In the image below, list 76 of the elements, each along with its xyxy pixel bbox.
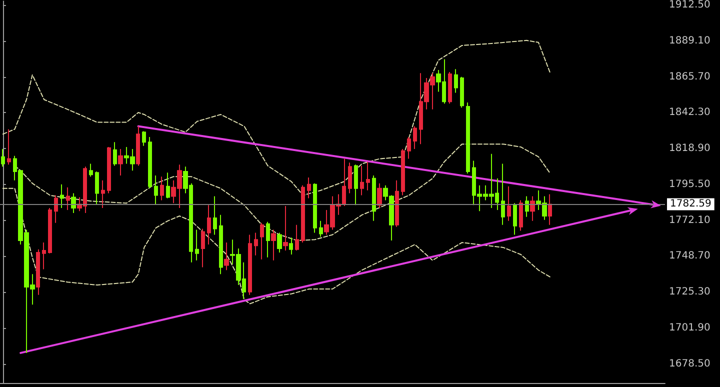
candlestick [248, 234, 252, 296]
candlestick [224, 242, 229, 271]
candlestick [507, 186, 511, 222]
candlestick [271, 229, 276, 261]
y-tick-label: 1678.50 [669, 358, 710, 370]
candlestick [89, 163, 93, 178]
candlestick [519, 200, 523, 232]
candlestick [136, 126, 140, 166]
candlestick [148, 136, 152, 189]
candlestick [1, 148, 5, 168]
candlestick [60, 184, 64, 209]
candlestick [366, 161, 370, 191]
y-tick-label: 1842.30 [669, 107, 710, 118]
candlestick [501, 163, 505, 226]
candlestick [289, 237, 293, 255]
candlestick [460, 76, 464, 108]
candlestick [201, 228, 205, 268]
candlestick [360, 165, 364, 196]
candlestick [254, 232, 258, 256]
candlestick [207, 204, 211, 246]
candlestick [266, 221, 270, 258]
candlestick [7, 128, 11, 166]
y-tick-label: 1889.10 [669, 35, 710, 46]
candlestick [401, 148, 405, 196]
y-tick-label: 1818.90 [669, 143, 710, 154]
candlestick [66, 186, 70, 211]
candlestick [413, 126, 417, 150]
candlestick [513, 202, 517, 236]
candlestick [107, 146, 111, 194]
candlestick [95, 171, 99, 205]
y-tick-label: 1912.50 [669, 0, 710, 10]
candlestick [213, 196, 217, 236]
candlestick [260, 222, 264, 260]
candlestick [142, 130, 146, 146]
candlestick [372, 175, 376, 222]
candlestick [277, 232, 282, 253]
candlestick [219, 214, 223, 275]
candlestick [466, 102, 470, 174]
candlestick [54, 194, 58, 224]
candlestick [301, 184, 305, 244]
candlestick [101, 180, 105, 209]
candlestick [154, 175, 158, 205]
line-series [2, 40, 551, 196]
candlestick [42, 242, 46, 270]
candlestick [395, 180, 399, 228]
candlestick [283, 206, 288, 252]
y-tick-label: 1772.10 [669, 214, 710, 226]
ref-line-label: 1782.59 [670, 198, 712, 210]
y-tick-label: 1795.50 [669, 178, 710, 190]
candlestick [118, 148, 123, 176]
candlestick [295, 224, 299, 252]
candlestick [407, 136, 411, 160]
candlestick [307, 177, 311, 199]
candlestick [377, 182, 382, 209]
candlestick [525, 196, 529, 218]
candlestick [319, 220, 323, 238]
y-tick-label: 1748.70 [669, 250, 710, 262]
line-series [2, 188, 551, 304]
candlestick [71, 192, 76, 214]
candlestick [548, 194, 552, 226]
candlestick [313, 182, 317, 234]
line-series [14, 144, 551, 242]
y-tick-label: 1725.30 [669, 286, 710, 298]
candlestick [36, 248, 40, 296]
candlestick [160, 176, 164, 201]
candlestick [454, 68, 458, 94]
candlestick [195, 229, 199, 261]
candlestick [166, 172, 170, 199]
candlestick [354, 164, 358, 206]
y-tick-label: 1701.90 [669, 322, 710, 334]
candlestick [113, 142, 117, 166]
candlestick [348, 162, 352, 194]
candlestick [530, 196, 535, 222]
candlestick [448, 72, 452, 104]
y-tick-label: 1865.70 [669, 71, 710, 82]
candlestick [48, 208, 52, 254]
